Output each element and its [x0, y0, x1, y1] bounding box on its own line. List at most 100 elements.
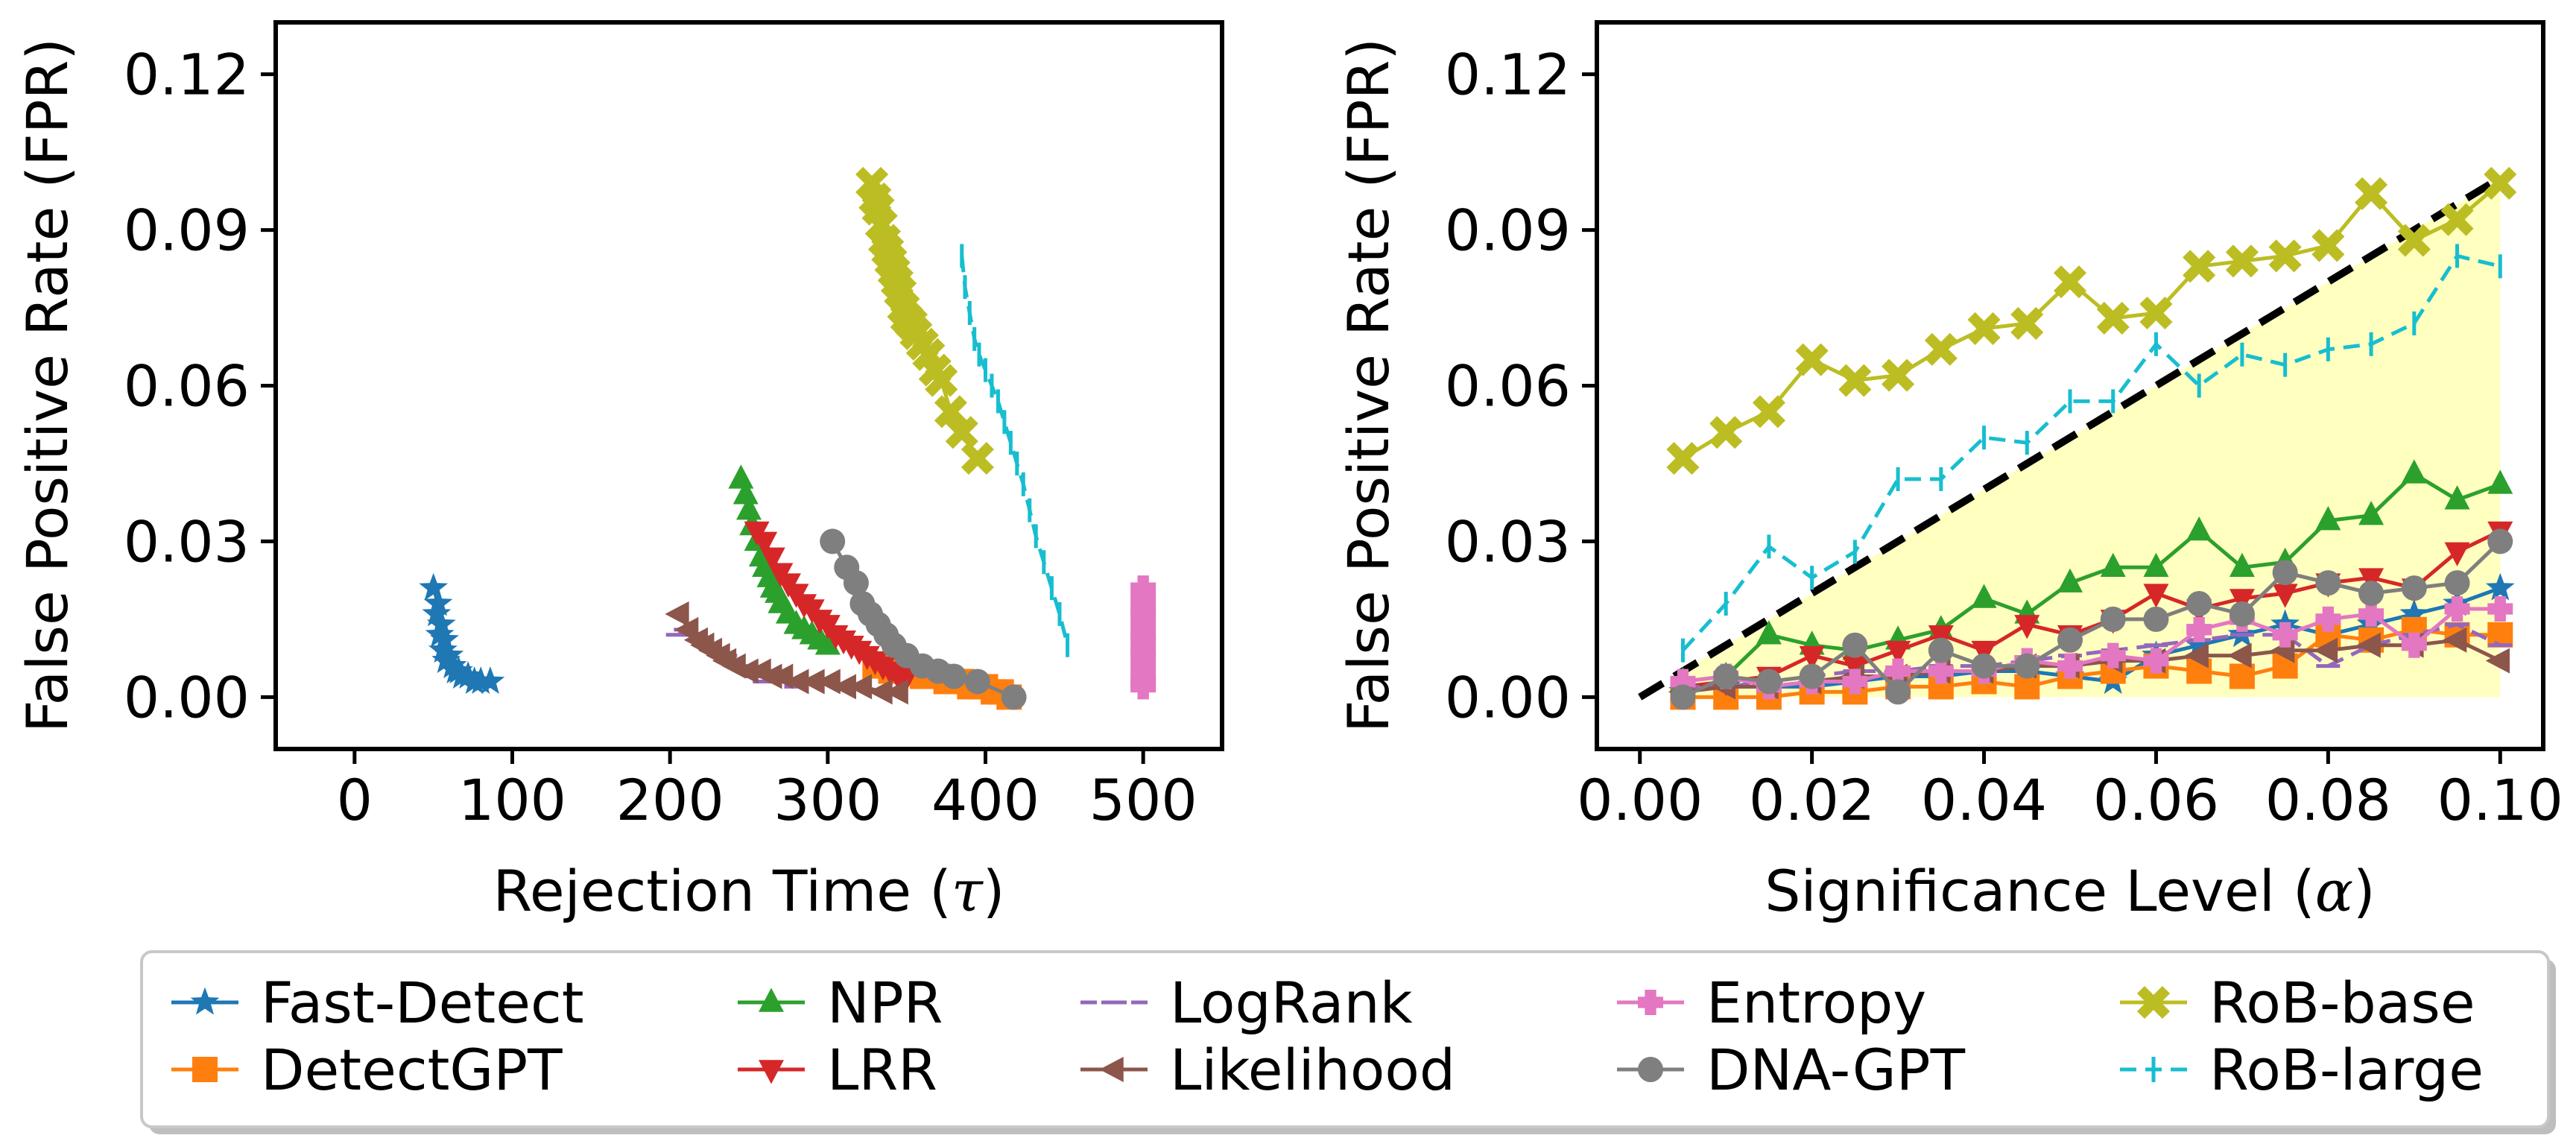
legend-marker-fast-detect — [190, 987, 220, 1015]
left-x-tick-label: 500 — [1089, 767, 1197, 833]
left-point-rob-base — [961, 441, 994, 475]
left-ticks: 0 100 200 300 400 500 0.00 0.03 0.06 0.09 0.12 — [124, 42, 1197, 833]
left-y-tick-label: 0.09 — [124, 197, 250, 264]
right-point-lrr — [2229, 589, 2255, 613]
left-point-fast-detect — [431, 645, 461, 674]
left-series-dna-gpt — [820, 528, 1027, 710]
right-point-fast-detect — [2184, 630, 2214, 658]
legend-marker-dna-gpt — [1638, 1057, 1663, 1082]
legend-marker-npr — [759, 987, 784, 1012]
right-point-entropy — [2143, 648, 2169, 674]
right-point-dna-gpt — [2186, 591, 2212, 616]
left-point-likelihood — [800, 669, 825, 695]
right-point-lrr — [2358, 568, 2384, 592]
right-point-fast-detect — [2485, 572, 2515, 601]
left-point-rob-base — [934, 395, 967, 429]
right-point-entropy — [2315, 606, 2341, 632]
right-point-lrr — [1971, 640, 1997, 666]
left-point-rob-base — [945, 416, 978, 449]
legend-entry-fast-detect: Fast-Detect — [171, 970, 584, 1036]
right-point-dna-gpt — [1842, 632, 1868, 658]
right-point-lrr — [2143, 584, 2169, 608]
left-x-tick-label: 300 — [773, 767, 882, 833]
right-point-rob-base — [1709, 416, 1743, 449]
legend-marker-lrr — [759, 1060, 784, 1084]
right-point-entropy — [2487, 595, 2513, 622]
right-point-dna-gpt — [2401, 575, 2427, 601]
legend-label-rob-large: RoB-large — [2209, 1037, 2484, 1103]
right-x-axis-label-close: ) — [2353, 858, 2376, 924]
left-series-likelihood — [665, 601, 908, 705]
right-y-axis-label: False Positive Rate (FPR) — [1335, 38, 1402, 733]
right-point-dna-gpt — [2014, 653, 2040, 679]
right-point-likelihood — [2227, 642, 2252, 669]
right-plot-area — [1666, 166, 2517, 710]
left-point-npr — [736, 496, 762, 520]
right-point-entropy — [2100, 642, 2126, 669]
right-point-npr — [2444, 485, 2470, 510]
right-y-tick-label: 0.06 — [1445, 353, 1571, 420]
right-y-tick-label: 0.03 — [1445, 508, 1571, 575]
right-point-likelihood — [2356, 632, 2381, 658]
legend-entry-entropy: Entropy — [1617, 970, 1926, 1036]
right-x-tick-label: 0.06 — [2093, 767, 2219, 833]
left-point-fast-detect — [422, 598, 452, 627]
legend-box — [140, 950, 2550, 1128]
right-point-rob-base — [2311, 229, 2345, 262]
right-point-entropy — [2272, 622, 2298, 648]
right-point-likelihood — [2442, 627, 2467, 653]
left-y-axis-label: False Positive Rate (FPR) — [14, 38, 80, 733]
left-point-fast-detect — [444, 656, 473, 683]
left-point-dna-gpt — [1001, 684, 1027, 710]
legend-entry-npr: NPR — [738, 970, 943, 1036]
right-point-rob-base — [2440, 203, 2474, 236]
left-y-tick-label: 0.03 — [124, 508, 250, 575]
left-point-entropy — [1130, 674, 1156, 700]
left-y-tick-label: 0.12 — [124, 42, 250, 108]
right-reference-line — [1638, 174, 2502, 701]
legend-entry-logrank: LogRank — [1080, 970, 1413, 1036]
legend-label-likelihood: Likelihood — [1170, 1037, 1455, 1103]
right-point-dna-gpt — [2272, 560, 2298, 586]
left-series-rob-base — [855, 166, 994, 475]
right-point-entropy — [2186, 616, 2212, 642]
right-point-fast-detect — [2399, 598, 2429, 627]
right-x-tick-label: 0.04 — [1921, 767, 2047, 833]
right-ticks: 0.00 0.02 0.04 0.06 0.08 0.10 0.00 0.03 0.06 0.09… — [1445, 42, 2563, 833]
left-point-fast-detect — [419, 572, 449, 601]
right-point-npr — [2487, 470, 2513, 494]
right-point-dna-gpt — [2143, 606, 2169, 632]
right-point-npr — [2143, 552, 2169, 577]
right-point-entropy — [1670, 669, 1696, 695]
left-point-fast-detect — [430, 625, 459, 653]
right-point-entropy — [2401, 632, 2427, 658]
legend-marker-entropy — [1638, 990, 1663, 1015]
right-point-dna-gpt — [2229, 601, 2255, 627]
right-point-detectgpt — [2229, 663, 2255, 689]
right-point-npr — [2100, 552, 2126, 577]
right-point-lrr — [1885, 640, 1911, 666]
left-point-lrr — [759, 547, 785, 572]
left-point-dna-gpt — [820, 528, 846, 554]
left-point-fast-detect — [426, 609, 456, 637]
left-x-tick-label: 100 — [458, 767, 566, 833]
right-point-rob-base — [2484, 166, 2517, 200]
right-point-rob-base — [1924, 332, 1958, 366]
left-series-lrr — [744, 521, 920, 692]
right-series-rob-base — [1666, 166, 2517, 475]
left-series-npr — [728, 464, 841, 655]
right-point-likelihood — [2313, 637, 2338, 663]
right-point-rob-base — [1967, 312, 2001, 345]
right-x-axis-label: Significance Level (α) — [1765, 858, 2375, 924]
legend-entry-dna-gpt: DNA-GPT — [1617, 1037, 1966, 1103]
right-point-rob-base — [2397, 224, 2431, 257]
left-x-axis-label-symbol: τ — [952, 858, 984, 924]
left-point-npr — [728, 464, 754, 489]
left-point-dna-gpt — [964, 669, 990, 695]
right-point-npr — [2315, 506, 2341, 531]
left-x-tick-label: 400 — [931, 767, 1039, 833]
right-point-dna-gpt — [2487, 528, 2513, 554]
legend-label-fast-detect: Fast-Detect — [261, 970, 584, 1036]
right-x-tick-label: 0.10 — [2437, 767, 2563, 833]
legend-entry-likelihood: Likelihood — [1080, 1037, 1455, 1103]
